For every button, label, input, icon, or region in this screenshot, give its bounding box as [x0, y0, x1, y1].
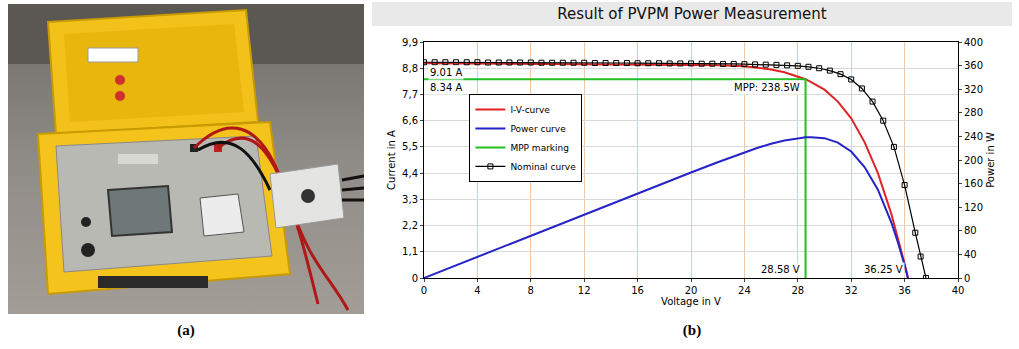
svg-text:4,4: 4,4 [402, 168, 418, 179]
svg-text:I-V-curve: I-V-curve [510, 105, 550, 115]
svg-text:0: 0 [421, 285, 427, 296]
svg-text:40: 40 [952, 285, 965, 296]
html-text:Result of PVPM Power Measureme: Result of PVPM Power Measurement [557, 5, 827, 23]
svg-text:80: 80 [964, 225, 977, 236]
svg-text:200: 200 [964, 155, 983, 166]
svg-text:5,5: 5,5 [402, 141, 418, 152]
svg-text:32: 32 [845, 285, 858, 296]
svg-text:400: 400 [964, 37, 983, 48]
svg-text:8,8: 8,8 [402, 63, 418, 74]
svg-text:0: 0 [964, 273, 970, 284]
svg-text:Current in A: Current in A [386, 130, 397, 190]
svg-text:Power in W: Power in W [985, 132, 996, 188]
svg-text:16: 16 [631, 285, 644, 296]
svg-text:8.34 A: 8.34 A [430, 82, 462, 93]
html-text:(a): (a) [177, 322, 195, 338]
html-text:(b): (b) [682, 322, 702, 338]
svg-text:2,2: 2,2 [402, 220, 418, 231]
svg-text:36: 36 [898, 285, 911, 296]
svg-text:40: 40 [964, 249, 977, 260]
svg-text:20: 20 [685, 285, 698, 296]
svg-text:MPP: 238.5W: MPP: 238.5W [734, 82, 800, 93]
svg-text:36.25 V: 36.25 V [864, 264, 903, 275]
svg-text:9.01 A: 9.01 A [430, 67, 462, 78]
svg-text:4: 4 [474, 285, 480, 296]
svg-text:6,6: 6,6 [402, 115, 418, 126]
svg-text:240: 240 [964, 131, 983, 142]
svg-text:0: 0 [412, 273, 418, 284]
svg-text:Power curve: Power curve [510, 124, 566, 134]
svg-text:120: 120 [964, 202, 983, 213]
svg-text:280: 280 [964, 107, 983, 118]
svg-text:28.58 V: 28.58 V [761, 264, 800, 275]
svg-text:1,1: 1,1 [402, 246, 418, 257]
svg-text:320: 320 [964, 84, 983, 95]
svg-text:24: 24 [738, 285, 751, 296]
svg-text:8: 8 [528, 285, 534, 296]
svg-text:MPP marking: MPP marking [510, 143, 569, 153]
svg-text:28: 28 [791, 285, 804, 296]
svg-text:12: 12 [578, 285, 591, 296]
svg-text:Voltage in V: Voltage in V [661, 296, 721, 307]
svg-text:Nominal curve: Nominal curve [510, 162, 576, 172]
svg-text:160: 160 [964, 178, 983, 189]
svg-text:9,9: 9,9 [402, 37, 418, 48]
svg-text:3,3: 3,3 [402, 194, 418, 205]
svg-text:360: 360 [964, 60, 983, 71]
svg-text:7,7: 7,7 [402, 89, 418, 100]
